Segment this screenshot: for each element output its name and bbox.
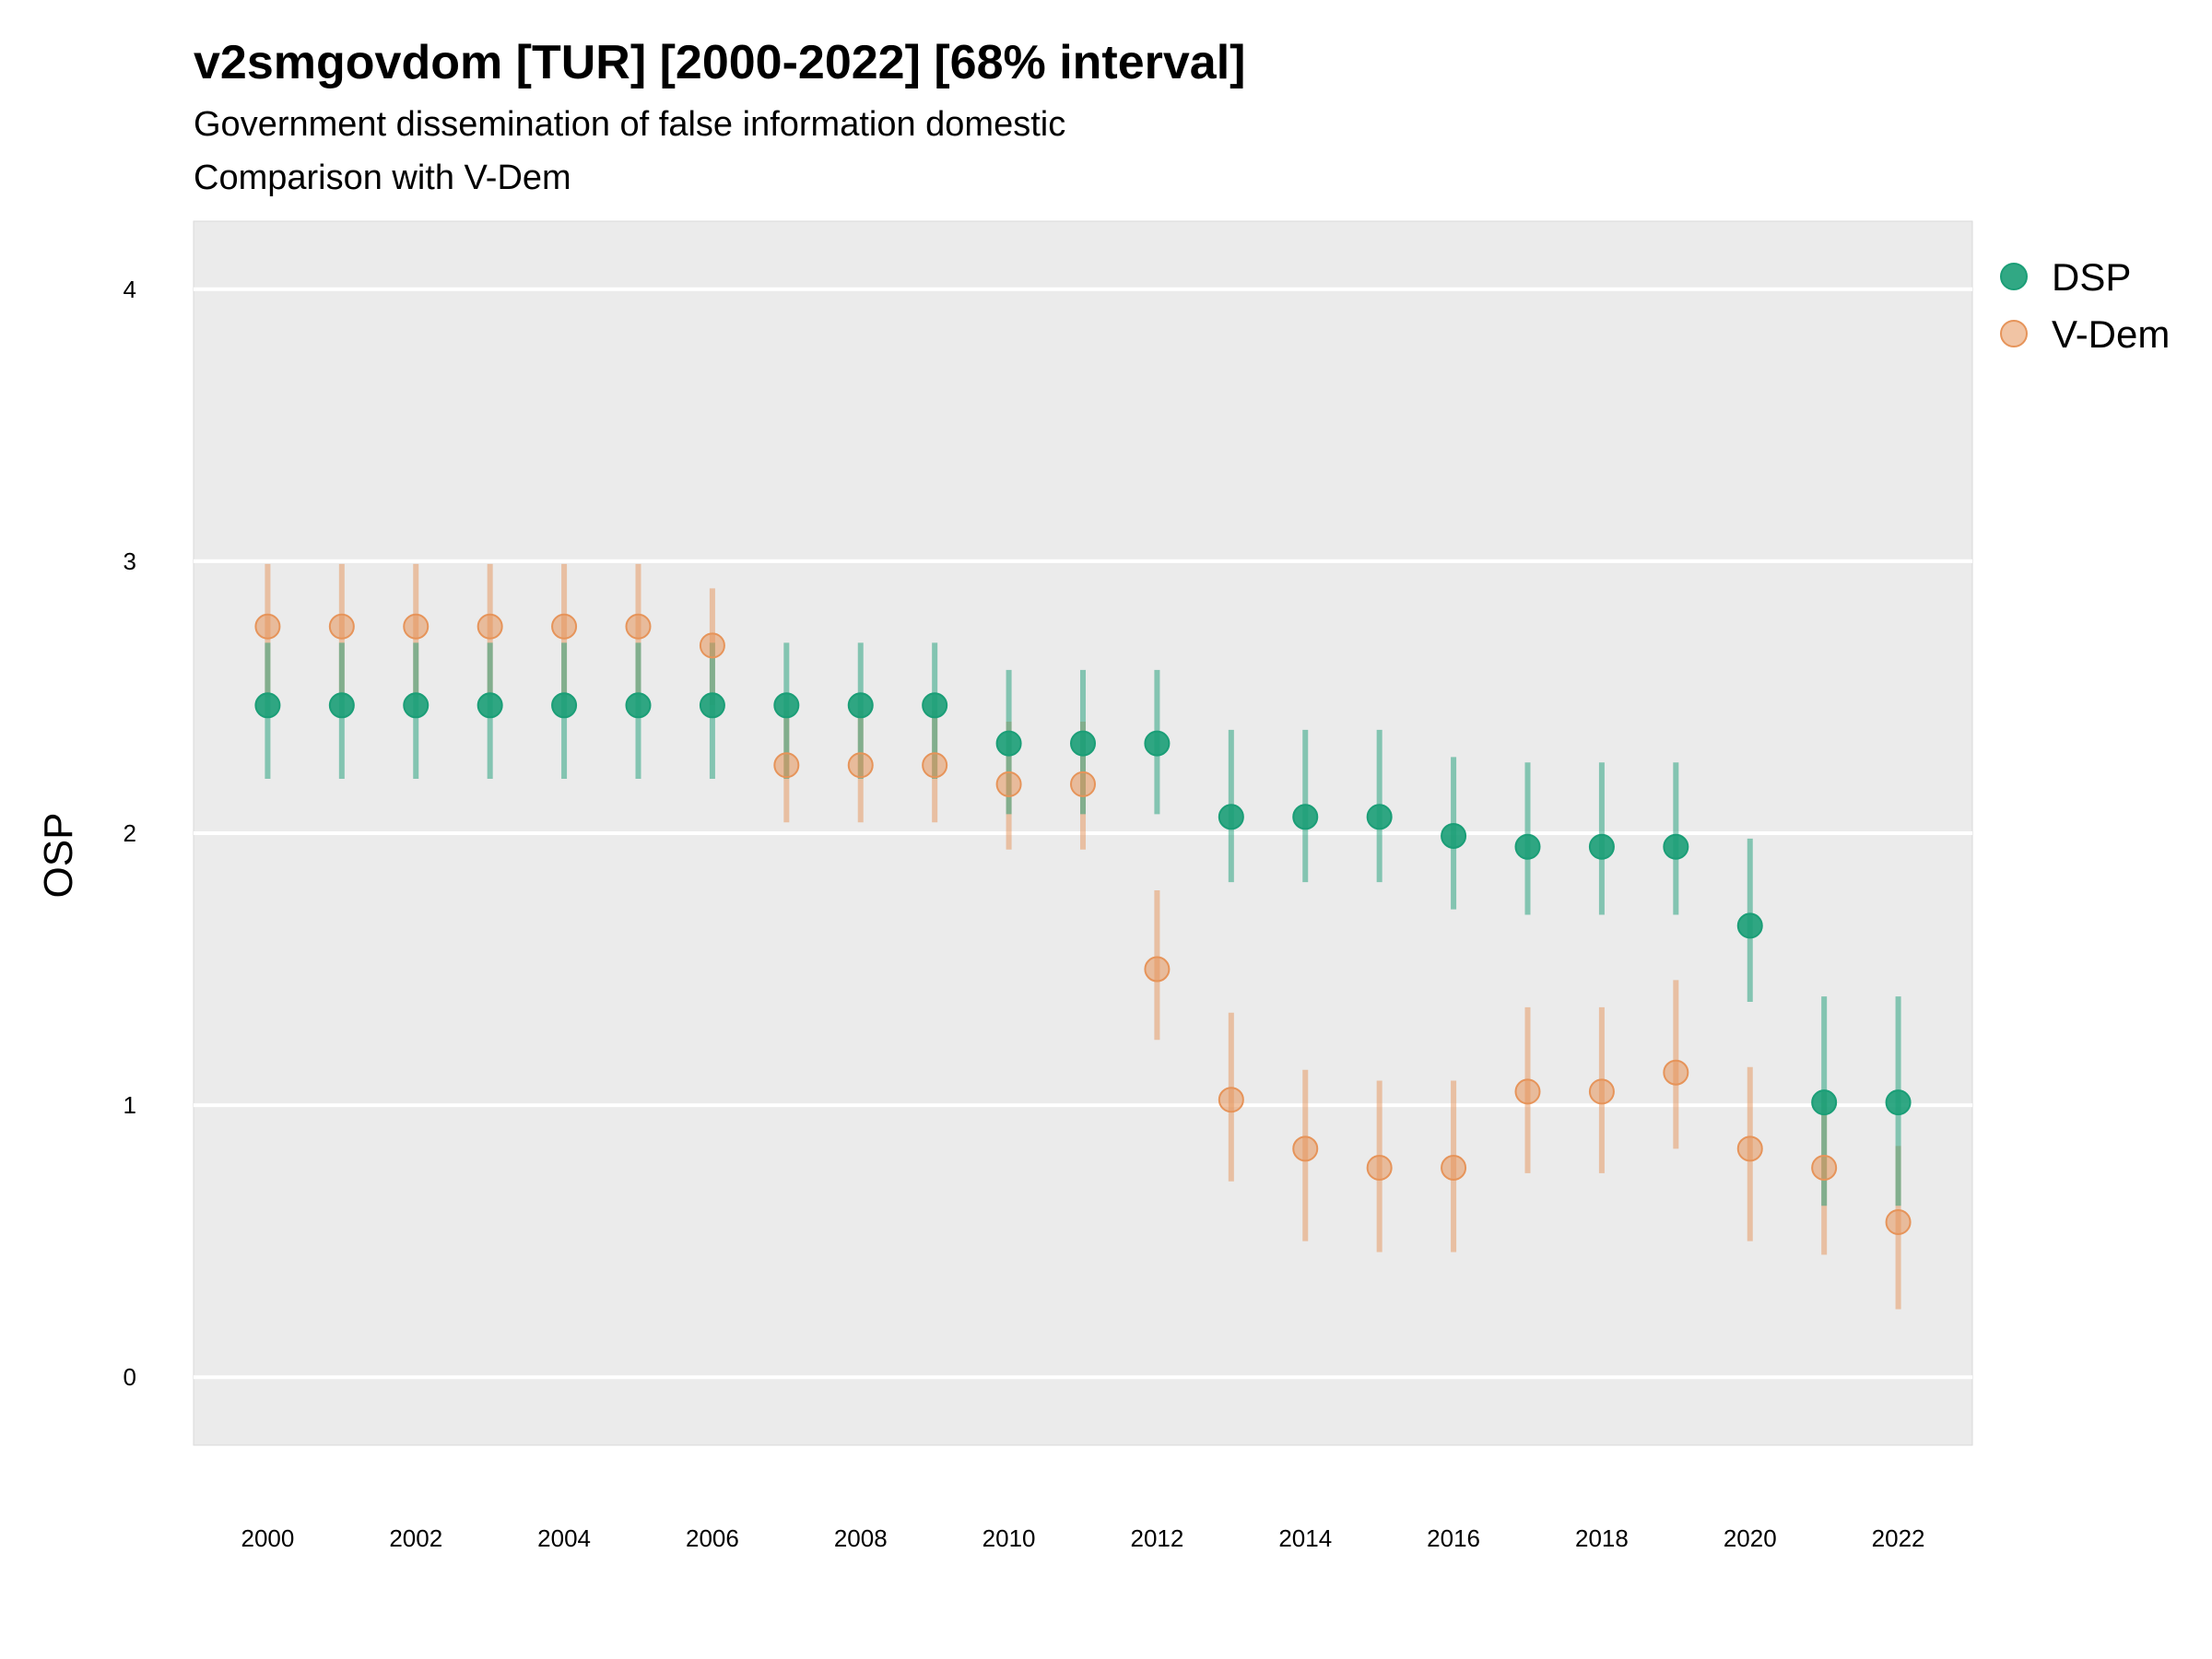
point-v-dem: [922, 752, 948, 779]
point-dsp: [1070, 730, 1096, 757]
point-v-dem: [1366, 1154, 1393, 1181]
point-dsp: [551, 692, 578, 719]
point-v-dem: [847, 752, 874, 779]
x-tick-label: 2022: [1872, 1524, 1925, 1552]
point-v-dem: [1144, 956, 1171, 982]
point-v-dem: [403, 613, 429, 640]
y-axis-ticks: 0 1 2 3 4: [124, 276, 136, 1391]
point-v-dem: [1292, 1135, 1319, 1162]
point-v-dem: [477, 613, 503, 640]
x-tick-label: 2010: [982, 1524, 1036, 1552]
point-v-dem: [1514, 1078, 1541, 1105]
point-dsp: [1736, 912, 1763, 939]
x-axis-ticks: 2000 2002 2004 2006 2008 2010 2012 2014 2016 2018…: [241, 1524, 1924, 1552]
point-dsp: [254, 692, 281, 719]
x-tick-label: 2016: [1427, 1524, 1480, 1552]
point-v-dem: [699, 632, 725, 659]
point-v-dem: [551, 613, 578, 640]
y-axis-label: OSP: [36, 813, 81, 899]
chart-subtitle-comparison: Comparison with V-Dem: [194, 159, 571, 197]
x-tick-label: 2012: [1130, 1524, 1183, 1552]
point-dsp: [922, 692, 948, 719]
point-v-dem: [1441, 1154, 1467, 1181]
point-dsp: [1663, 833, 1689, 860]
point-v-dem: [254, 613, 281, 640]
point-v-dem: [1885, 1209, 1912, 1236]
point-v-dem: [625, 613, 652, 640]
legend-label-v-dem: V-Dem: [2052, 312, 2170, 356]
point-v-dem: [1070, 771, 1096, 797]
y-tick-label: 1: [124, 1091, 136, 1119]
point-v-dem: [995, 771, 1022, 797]
x-tick-label: 2006: [686, 1524, 739, 1552]
point-dsp: [1292, 804, 1319, 830]
legend-key-dsp: [2000, 263, 2028, 290]
point-dsp: [1441, 822, 1467, 849]
point-dsp: [1588, 833, 1615, 860]
x-tick-label: 2014: [1278, 1524, 1332, 1552]
y-tick-label: 0: [124, 1363, 136, 1391]
x-tick-label: 2018: [1575, 1524, 1629, 1552]
point-dsp: [847, 692, 874, 719]
point-v-dem: [1218, 1087, 1244, 1113]
chart-title: v2smgovdom [TUR] [2000-2022] [68% interv…: [194, 36, 1246, 89]
point-dsp: [699, 692, 725, 719]
y-tick-label: 3: [124, 547, 136, 575]
point-v-dem: [328, 613, 355, 640]
x-tick-label: 2000: [241, 1524, 294, 1552]
legend: DSP V-Dem: [2000, 255, 2170, 356]
x-tick-label: 2020: [1724, 1524, 1777, 1552]
legend-key-v-dem: [2000, 320, 2028, 347]
point-v-dem: [1663, 1059, 1689, 1086]
point-dsp: [1514, 833, 1541, 860]
point-dsp: [1811, 1089, 1838, 1116]
point-dsp: [403, 692, 429, 719]
x-tick-label: 2002: [389, 1524, 442, 1552]
point-dsp: [773, 692, 800, 719]
chart-subtitle: Government dissemination of false inform…: [194, 105, 1066, 144]
point-dsp: [1218, 804, 1244, 830]
point-v-dem: [1811, 1154, 1838, 1181]
point-dsp: [328, 692, 355, 719]
point-v-dem: [773, 752, 800, 779]
data-points: [254, 613, 1912, 1236]
point-dsp: [477, 692, 503, 719]
x-tick-label: 2008: [834, 1524, 888, 1552]
legend-label-dsp: DSP: [2052, 255, 2131, 299]
point-v-dem: [1588, 1078, 1615, 1105]
y-tick-label: 2: [124, 819, 136, 847]
point-dsp: [1144, 730, 1171, 757]
point-dsp: [625, 692, 652, 719]
point-dsp: [995, 730, 1022, 757]
point-dsp: [1366, 804, 1393, 830]
point-v-dem: [1736, 1135, 1763, 1162]
y-tick-label: 4: [124, 276, 136, 303]
x-tick-label: 2004: [537, 1524, 591, 1552]
point-dsp: [1885, 1089, 1912, 1116]
